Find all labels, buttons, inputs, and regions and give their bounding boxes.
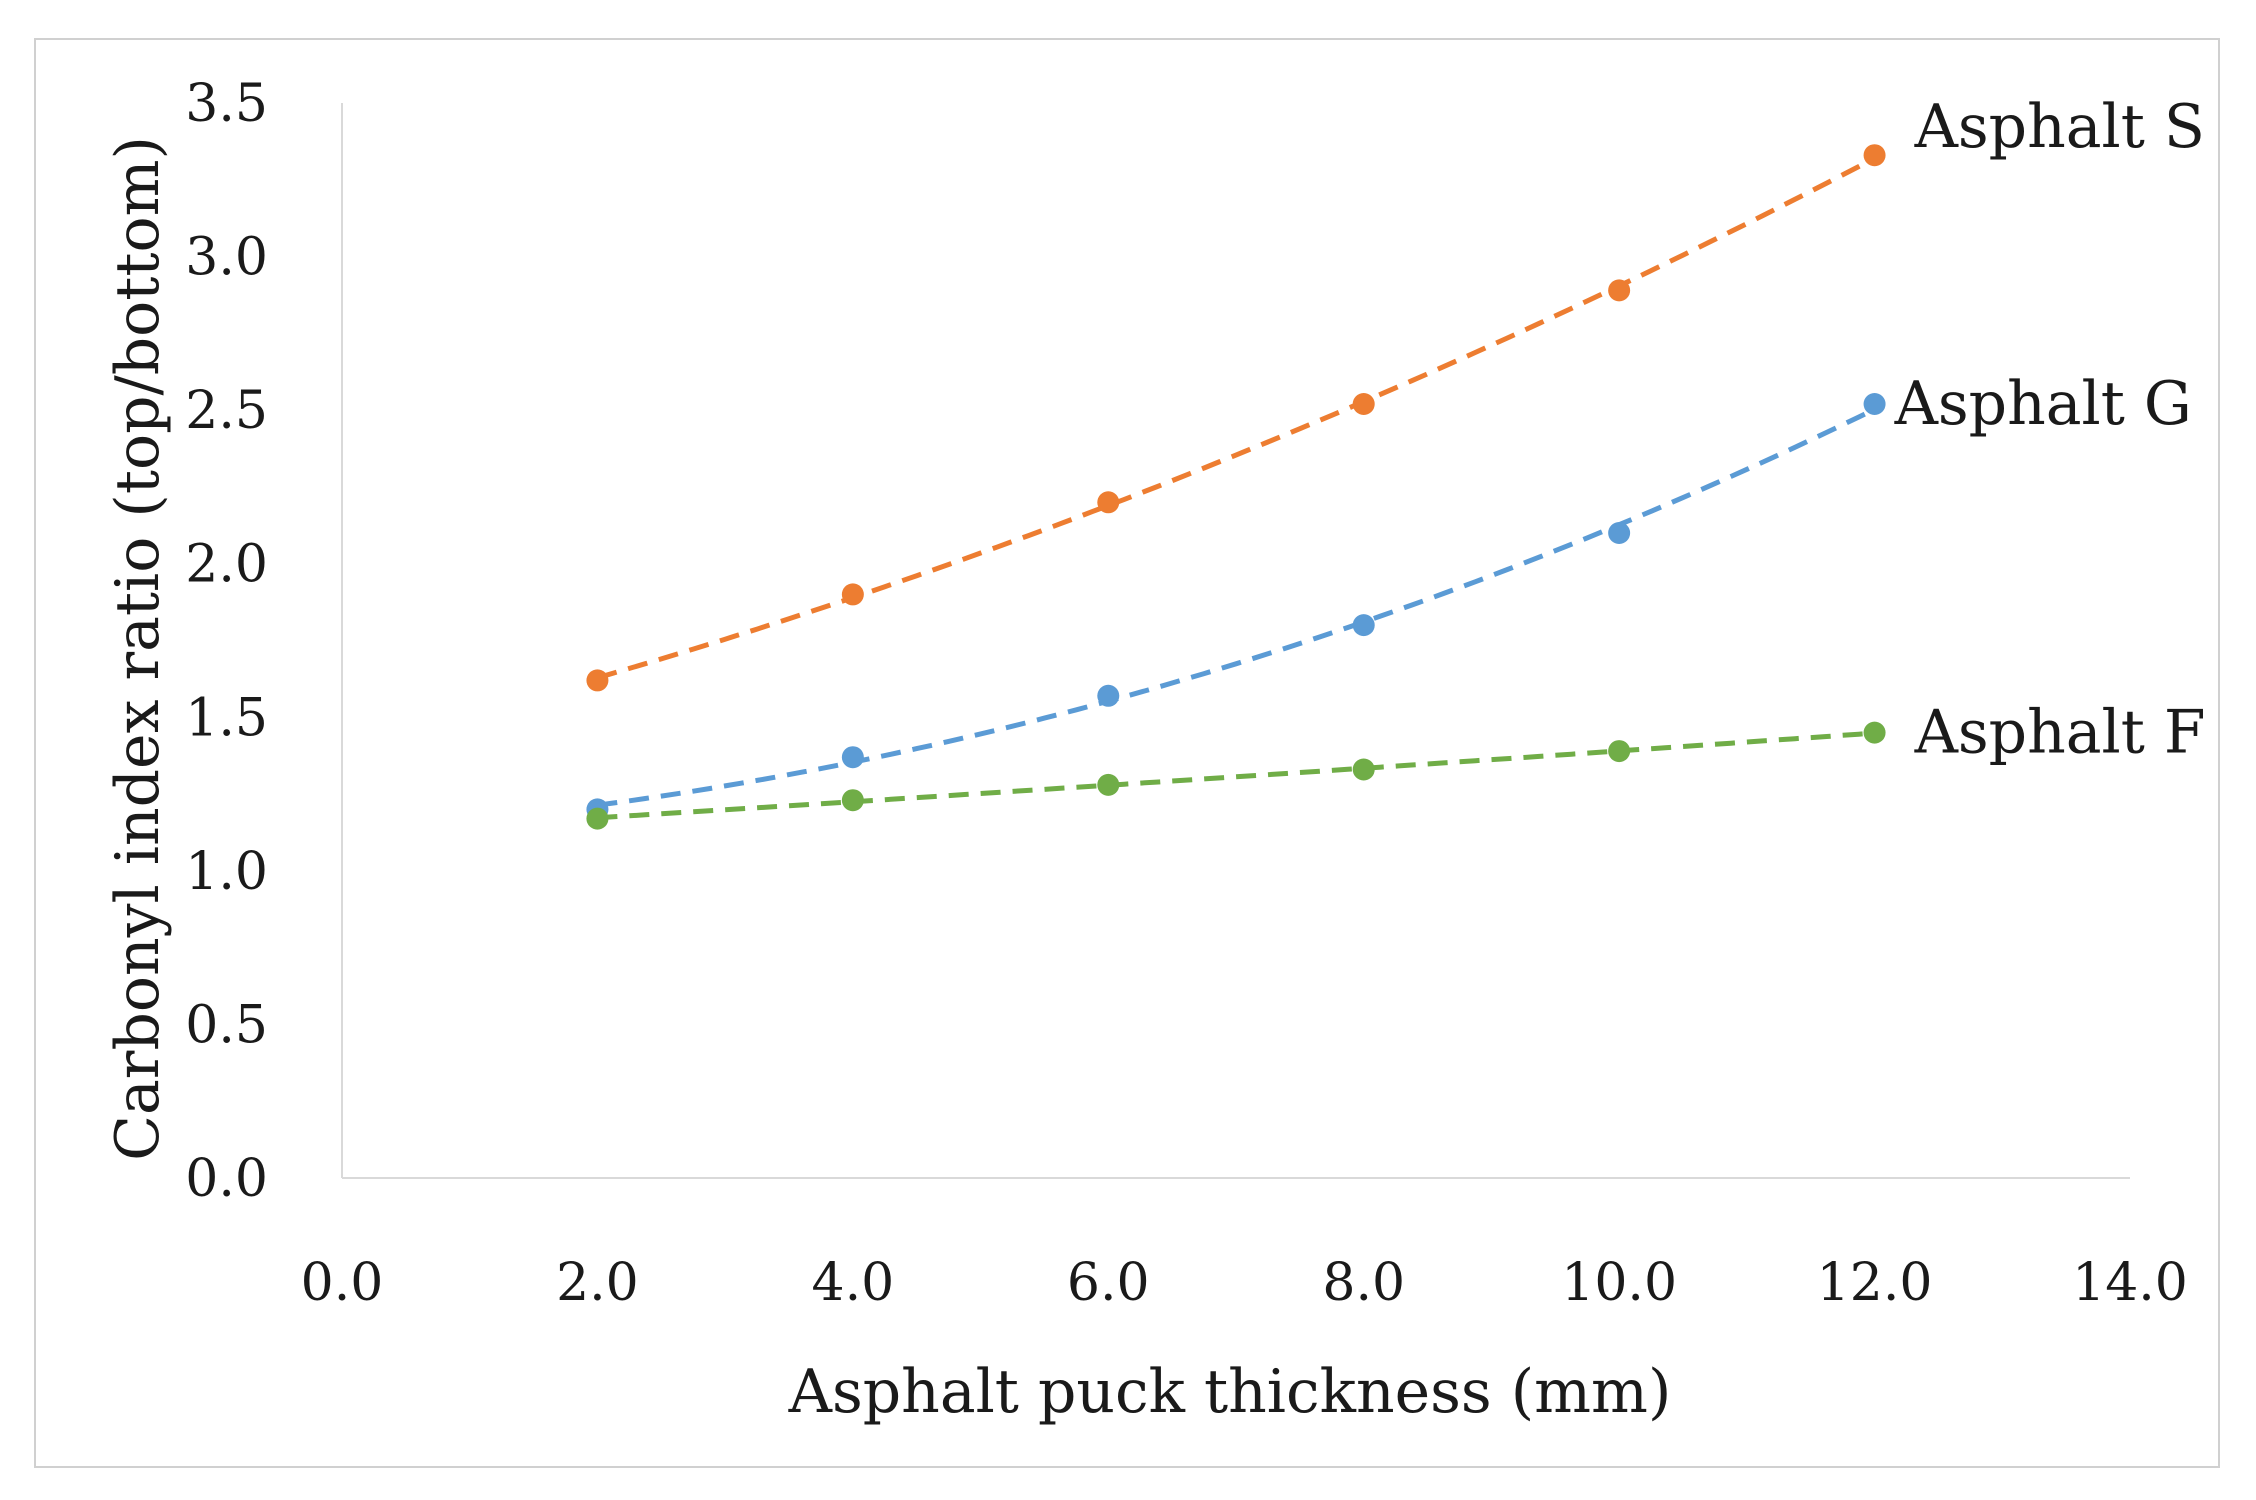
data-point-asphalt-f — [841, 789, 864, 812]
data-point-asphalt-s — [1863, 144, 1886, 167]
series-asphalt-f — [586, 721, 1886, 830]
data-point-asphalt-s — [1608, 279, 1631, 302]
y-tick-label: 1.5 — [185, 688, 268, 748]
y-tick-label: 3.5 — [185, 74, 268, 134]
data-point-asphalt-f — [586, 807, 609, 830]
series — [586, 144, 1886, 830]
y-tick-label: 3.0 — [185, 228, 268, 288]
y-tick-label: 2.0 — [185, 535, 268, 595]
data-point-asphalt-g — [1863, 393, 1886, 415]
y-tick-label: 0.0 — [185, 1149, 268, 1209]
x-tick-label: 14.0 — [2072, 1253, 2188, 1313]
data-point-asphalt-s — [1352, 393, 1375, 415]
x-tick-labels: 0.0 2.0 4.0 6.0 8.0 10.0 12.0 14.0 — [301, 1253, 2188, 1313]
x-tick-label: 4.0 — [812, 1253, 895, 1313]
series-label-asphalt-f: Asphalt F — [1914, 698, 2206, 768]
y-tick-label: 2.5 — [185, 381, 268, 441]
series-asphalt-g — [586, 393, 1886, 821]
chart-frame — [34, 38, 2220, 1468]
data-point-asphalt-g — [1352, 614, 1375, 637]
x-tick-label: 2.0 — [556, 1253, 639, 1313]
x-tick-label: 0.0 — [301, 1253, 384, 1313]
data-point-asphalt-f — [1608, 740, 1631, 763]
data-point-asphalt-g — [841, 746, 864, 769]
trendline-asphalt-g — [597, 407, 1876, 808]
trendline-asphalt-s — [596, 156, 1876, 681]
data-point-asphalt-s — [586, 669, 609, 692]
x-tick-label: 12.0 — [1817, 1253, 1933, 1313]
x-tick-label: 10.0 — [1561, 1253, 1677, 1313]
series-asphalt-s — [586, 144, 1886, 692]
data-point-asphalt-g — [1608, 522, 1631, 544]
data-point-asphalt-s — [1097, 491, 1120, 514]
series-label-asphalt-s: Asphalt S — [1914, 92, 2205, 162]
y-tick-labels: 0.0 0.5 1.0 1.5 2.0 2.5 3.0 3.5 — [185, 74, 268, 1209]
y-axis-title: Carbonyl index ratio (top/bottom) — [103, 136, 173, 1161]
x-tick-label: 6.0 — [1067, 1253, 1150, 1313]
y-tick-label: 0.5 — [185, 995, 268, 1055]
x-tick-label: 8.0 — [1322, 1253, 1405, 1313]
trendline-asphalt-f — [597, 730, 1875, 821]
y-tick-label: 1.0 — [185, 842, 268, 902]
data-point-asphalt-f — [1097, 773, 1120, 796]
series-label-asphalt-g: Asphalt G — [1894, 369, 2192, 439]
x-axis-title: Asphalt puck thickness (mm) — [788, 1357, 1672, 1427]
data-point-asphalt-s — [841, 583, 864, 606]
series-labels: Asphalt S Asphalt G Asphalt F — [1894, 92, 2206, 767]
axes — [341, 103, 2130, 1179]
data-point-asphalt-f — [1863, 721, 1886, 744]
data-point-asphalt-f — [1352, 758, 1375, 781]
data-point-asphalt-g — [1097, 684, 1120, 707]
